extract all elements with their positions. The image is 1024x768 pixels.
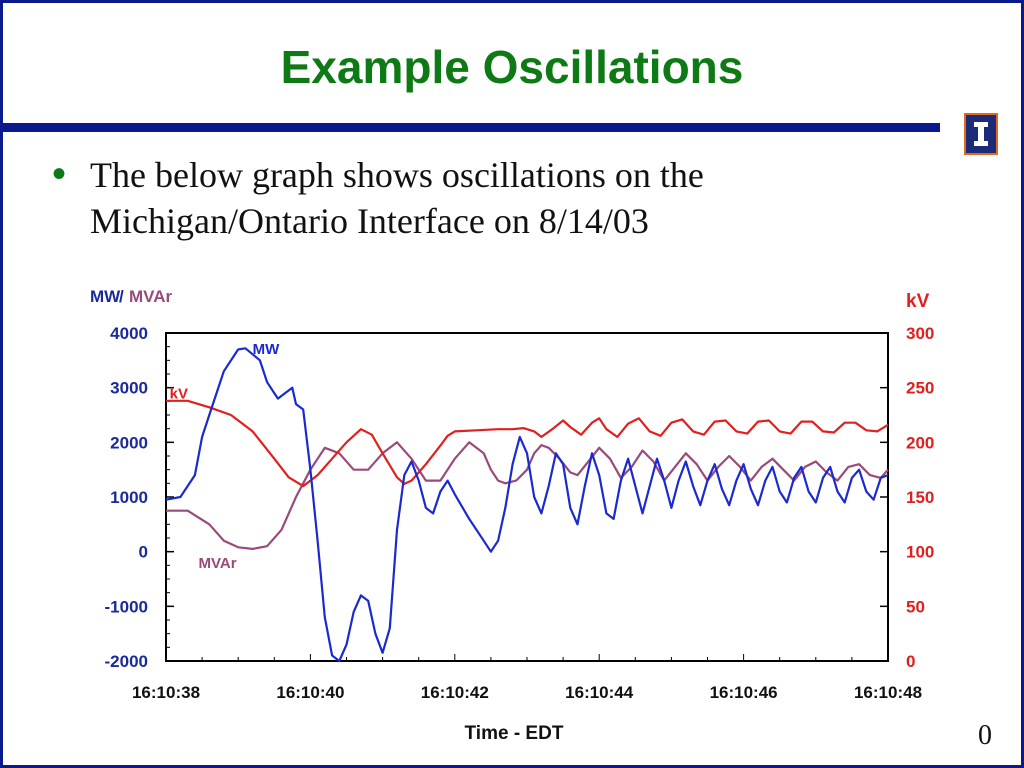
bullet-icon: •	[52, 152, 67, 196]
plot-area	[165, 332, 889, 662]
x-axis-title: Time - EDT	[465, 723, 564, 744]
left-tick-label: 0	[139, 543, 148, 562]
university-block-i-icon	[964, 113, 998, 155]
right-tick-label: 200	[906, 433, 934, 452]
left-tick-label: -2000	[105, 652, 148, 671]
right-tick-label: 100	[906, 543, 934, 562]
right-tick-label: 250	[906, 379, 934, 398]
x-tick-label: 16:10:40	[276, 683, 344, 702]
right-tick-label: 300	[906, 324, 934, 343]
left-tick-label: 4000	[110, 324, 148, 343]
series-annotation-mvar: MVAr	[198, 555, 236, 572]
left-axis-label-mvar: MVAr	[129, 287, 173, 306]
x-tick-label: 16:10:46	[710, 683, 778, 702]
left-tick-label: 2000	[110, 433, 148, 452]
right-tick-label: 150	[906, 488, 934, 507]
right-tick-label: 50	[906, 597, 925, 616]
left-tick-label: 3000	[110, 379, 148, 398]
series-line-mw	[165, 347, 889, 663]
series-annotation-kv: kV	[170, 386, 188, 403]
right-tick-label: 0	[906, 652, 915, 671]
series-annotation-mw: MW	[253, 341, 280, 358]
left-axis-label-mw: MW	[90, 287, 121, 306]
oscillation-chart: MW / MVAr kV 40003000200010000-1000-2000…	[90, 287, 934, 744]
bullet-text: The below graph shows oscillations on th…	[90, 155, 704, 241]
title-divider	[3, 123, 940, 132]
x-tick-label: 16:10:42	[421, 683, 489, 702]
x-tick-label: 16:10:48	[854, 683, 922, 702]
series-line-mvar	[166, 441, 889, 550]
left-tick-label: 1000	[110, 488, 148, 507]
right-axis-label: kV	[906, 291, 930, 312]
x-tick-label: 16:10:38	[132, 683, 200, 702]
left-axis-label-separator: /	[119, 287, 124, 306]
slide-title: Example Oscillations	[280, 41, 744, 93]
left-tick-label: -1000	[105, 597, 148, 616]
page-number: 0	[978, 720, 992, 751]
x-tick-label: 16:10:44	[565, 683, 634, 702]
left-axis-title: MW / MVAr	[90, 287, 173, 306]
series-line-kv	[166, 399, 889, 488]
